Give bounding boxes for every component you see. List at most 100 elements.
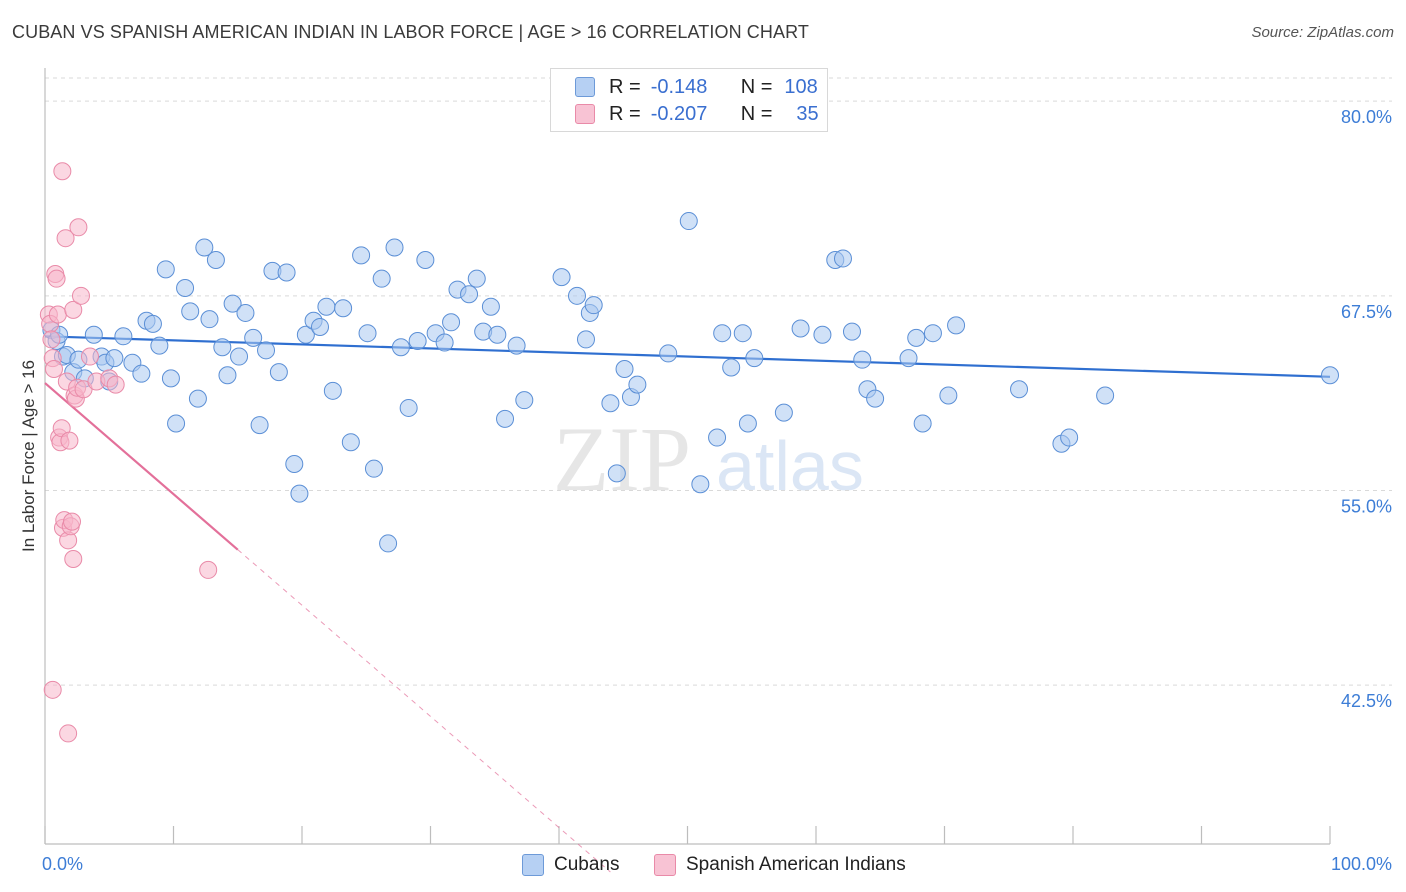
axes: [44, 68, 1331, 845]
cubans-point: [269, 363, 288, 382]
y-tick-label: 80.0%: [1341, 107, 1392, 127]
cubans-point: [488, 325, 507, 344]
cubans-point: [1096, 386, 1115, 405]
cubans-point: [416, 250, 435, 269]
cubans-point: [913, 414, 932, 433]
spanish-american-indians-point: [62, 512, 81, 531]
cubans-point: [481, 297, 500, 316]
cubans-point: [352, 246, 371, 265]
cubans-legend-label: Cubans: [554, 854, 620, 875]
cubans-point: [277, 263, 296, 282]
cubans-swatch: [575, 77, 595, 97]
cubans-point: [132, 364, 151, 383]
cubans-point: [372, 269, 391, 288]
cubans-point: [1321, 366, 1339, 385]
tick-labels: 42.5% 55.0% 67.5% 80.0% 0.0% 100.0%: [42, 107, 1392, 874]
cubans-point: [842, 322, 861, 341]
x-tick-label: 0.0%: [42, 854, 83, 874]
y-tick-label: 42.5%: [1341, 691, 1392, 711]
spanish-american-indians-point: [106, 375, 125, 394]
cubans-point: [188, 389, 207, 408]
cubans-point: [738, 414, 757, 433]
cubans-point: [408, 331, 427, 350]
spanish-american-indians-point: [64, 550, 83, 569]
cubans-point: [722, 358, 741, 377]
grid-lines: [45, 77, 1392, 686]
cubans-point: [1010, 380, 1029, 399]
cubans-point: [391, 338, 410, 357]
x-tick-label: 100.0%: [1331, 854, 1392, 874]
cubans-point: [1060, 428, 1079, 447]
cubans-point: [195, 238, 214, 257]
cubans-legend-swatch: [522, 854, 544, 876]
spanish-american-indians-point: [48, 305, 67, 324]
watermark-atlas: atlas: [716, 427, 864, 505]
cubans-point: [745, 349, 764, 368]
y-tick-label: 55.0%: [1341, 496, 1392, 516]
cubans-point: [899, 349, 918, 368]
cubans-point: [679, 212, 698, 231]
cubans-point: [167, 414, 186, 433]
cubans-point: [467, 269, 486, 288]
cubans-point: [552, 268, 571, 287]
cubans-point: [296, 325, 315, 344]
cubans-point: [708, 428, 727, 447]
cubans-point: [230, 347, 249, 366]
cubans-point: [213, 338, 232, 357]
cubans-point: [813, 325, 832, 344]
cubans-point: [399, 398, 418, 417]
cubans-point: [114, 327, 133, 346]
cubans-point: [84, 325, 103, 344]
cubans-point: [733, 324, 752, 343]
cubans-point: [866, 389, 885, 408]
cubans-point: [218, 366, 237, 385]
cubans-point: [176, 279, 195, 298]
spanish-american-indians-trend-extension: [237, 549, 611, 873]
spanish-american-indians-point: [42, 330, 61, 349]
cubans-point: [567, 286, 586, 305]
cubans-point: [496, 409, 515, 428]
cubans-point: [385, 238, 404, 257]
spanish-american-indians-point: [199, 560, 218, 579]
spanish-american-indians-point: [43, 680, 62, 699]
spanish-american-indians-legend-swatch: [654, 854, 676, 876]
cubans-point: [223, 294, 242, 313]
cubans-point: [285, 455, 304, 474]
y-axis-label: In Labor Force | Age > 16: [19, 360, 38, 552]
cubans-point: [713, 324, 732, 343]
cubans-point: [244, 328, 263, 347]
r-label: R =: [609, 102, 641, 125]
cubans-point: [774, 403, 793, 422]
cubans-point: [358, 324, 377, 343]
cubans-point: [907, 328, 926, 347]
cubans-point: [833, 249, 852, 268]
spanish-american-indians-trend-line: [44, 382, 239, 551]
spanish-american-indians-point: [53, 162, 72, 181]
correlation-legend: R = -0.148 N = 108 R = -0.207 N = 35: [550, 68, 828, 132]
cubans-point: [364, 459, 383, 478]
cubans-point: [156, 260, 175, 279]
spanish-american-indians-point: [59, 724, 78, 743]
cubans-point: [460, 285, 479, 304]
y-tick-label: 67.5%: [1341, 302, 1392, 322]
cubans-point: [628, 375, 647, 394]
cubans-point: [290, 484, 309, 503]
legend-item-cubans: Cubans: [522, 852, 620, 878]
cubans-point: [236, 303, 255, 322]
cubans-point: [150, 336, 169, 355]
spanish-american-indians-point: [44, 360, 63, 379]
r-value: -0.148: [650, 75, 708, 98]
r-value: -0.207: [650, 102, 708, 125]
legend-row-cubans: R = -0.148 N = 108: [551, 73, 818, 101]
cubans-point: [659, 344, 678, 363]
cubans-point: [442, 313, 461, 332]
cubans-point: [515, 391, 534, 410]
cubans-point: [143, 314, 162, 333]
cubans-point: [310, 317, 329, 336]
cubans-point: [334, 299, 353, 318]
cubans-point: [323, 381, 342, 400]
n-label: N =: [740, 102, 773, 125]
spanish-american-indians-point: [47, 269, 66, 288]
cubans-point: [691, 475, 710, 494]
